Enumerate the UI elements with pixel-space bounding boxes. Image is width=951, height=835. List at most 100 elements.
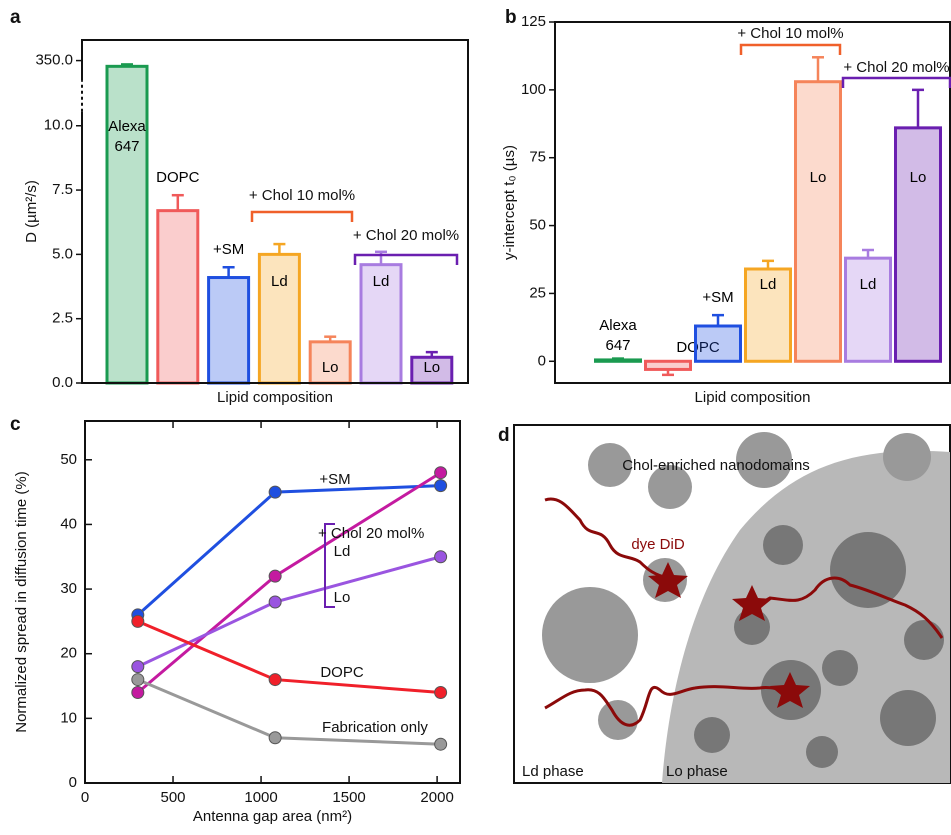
bar — [156, 209, 200, 385]
y-tick-label: 30 — [60, 580, 77, 597]
bar-label-box: Lo — [423, 359, 441, 376]
point — [131, 686, 145, 699]
group-label: + Chol 20 mol% — [843, 59, 949, 76]
error-bar — [222, 265, 235, 278]
y-tick-label: 350.0 — [35, 52, 73, 69]
x-axis-label: Lipid composition — [217, 389, 333, 406]
bar — [105, 64, 149, 385]
bar-label: Lo — [909, 169, 927, 186]
group-label: + Chol 10 mol% — [249, 187, 355, 204]
x-tick-label: 1000 — [244, 789, 277, 806]
bar-label: +SM — [702, 289, 734, 306]
error-bar — [662, 369, 674, 377]
bar-label: Lo — [809, 169, 827, 186]
bar-label: Ld — [859, 276, 877, 293]
y-tick-label: 40 — [60, 515, 77, 532]
point — [268, 569, 282, 583]
bar-label: Ld — [271, 273, 288, 290]
frame — [554, 21, 951, 384]
ld-phase-label: Ld phase — [522, 763, 584, 780]
series-line — [137, 620, 441, 694]
bar-label-box: Ld — [271, 273, 288, 290]
panel-d: d Chol-enriched nanodomains dye DiD Ld p… — [498, 424, 951, 784]
point — [434, 686, 448, 699]
y-tick-label: 75 — [529, 149, 546, 166]
point — [268, 673, 282, 687]
y-tick-label: 20 — [60, 645, 77, 662]
x-tick-label: 0 — [81, 789, 89, 806]
group-bracket — [739, 43, 842, 55]
y-axis-label: D (µm²/s) — [23, 180, 40, 243]
point — [131, 660, 145, 674]
bar — [744, 267, 792, 363]
bar-label: Alexa 647 — [108, 118, 146, 155]
bar-label: DOPC — [676, 339, 720, 356]
y-tick-label: 0.0 — [52, 374, 73, 391]
bar-label-box: Lo — [909, 169, 927, 186]
panel-label: b — [505, 7, 517, 28]
panel-label: d — [498, 425, 510, 446]
error-bar — [862, 248, 874, 259]
bar-label: Lo — [423, 359, 441, 376]
error-bar — [612, 357, 624, 360]
point — [268, 485, 282, 499]
group-label: + Chol 10 mol% — [737, 25, 843, 42]
bar-label-box: Ld — [859, 276, 877, 293]
domains — [542, 432, 944, 768]
y-tick-label: 0 — [538, 352, 546, 369]
dye-stars — [648, 562, 810, 708]
point — [268, 731, 282, 745]
y-tick-label: 100 — [521, 81, 546, 98]
bar-label-box: Lo — [809, 169, 827, 186]
bar-label-box: Alexa 647 — [599, 317, 637, 354]
series-label: +SM — [319, 471, 350, 488]
bar — [207, 276, 251, 385]
error-bar — [121, 63, 133, 67]
bar-label-box: Ld — [760, 276, 777, 293]
error-bar — [273, 242, 286, 255]
y-tick-label: 50 — [529, 217, 546, 234]
error-bar — [171, 193, 184, 211]
y-tick-label: 10 — [60, 709, 77, 726]
error-bar — [762, 259, 774, 269]
x-axis-label: Lipid composition — [695, 389, 811, 406]
error-bar — [324, 335, 337, 342]
annotation-bracket — [324, 523, 335, 608]
series-label: Lo — [334, 589, 351, 606]
bar-label-box: Lo — [322, 359, 339, 376]
bar-label: Alexa 647 — [599, 317, 637, 354]
panel-label: a — [10, 7, 21, 28]
point — [434, 466, 448, 480]
bar-label: +SM — [212, 241, 245, 258]
error-bar — [425, 350, 438, 358]
bar-label-box: Ld — [373, 273, 390, 290]
panel-label: c — [10, 414, 21, 435]
x-axis-label: Antenna gap area (nm²) — [193, 808, 352, 825]
bar-label-box: DOPC — [156, 169, 199, 186]
bar-label-box: +SM — [212, 241, 245, 258]
x-tick-label: 500 — [161, 789, 186, 806]
frame — [81, 39, 469, 384]
y-tick-label: 10.0 — [44, 117, 73, 134]
error-bar — [912, 88, 924, 128]
y-tick-label: 2.5 — [52, 310, 73, 327]
nanodomain-label: Chol-enriched nanodomains — [622, 457, 810, 474]
point — [131, 673, 145, 687]
x-tick-label: 2000 — [420, 789, 453, 806]
x-tick-label: 1500 — [332, 789, 365, 806]
frame — [84, 420, 461, 784]
y-tick-label: 5.0 — [52, 245, 73, 262]
point — [131, 614, 145, 628]
y-axis-label: Normalized spread in diffusion time (%) — [13, 471, 30, 733]
series-line — [136, 471, 442, 694]
point — [434, 479, 448, 493]
series-line — [136, 484, 441, 617]
bar — [359, 263, 403, 385]
y-tick-label: 50 — [60, 451, 77, 468]
point — [268, 595, 282, 609]
group-label: + Chol 20 mol% — [353, 227, 459, 244]
series-label: DOPC — [320, 664, 364, 681]
lo-phase-label: Lo phase — [666, 763, 728, 780]
bar-label-box: +SM — [702, 289, 734, 306]
bar-label-box: DOPC — [676, 339, 720, 356]
